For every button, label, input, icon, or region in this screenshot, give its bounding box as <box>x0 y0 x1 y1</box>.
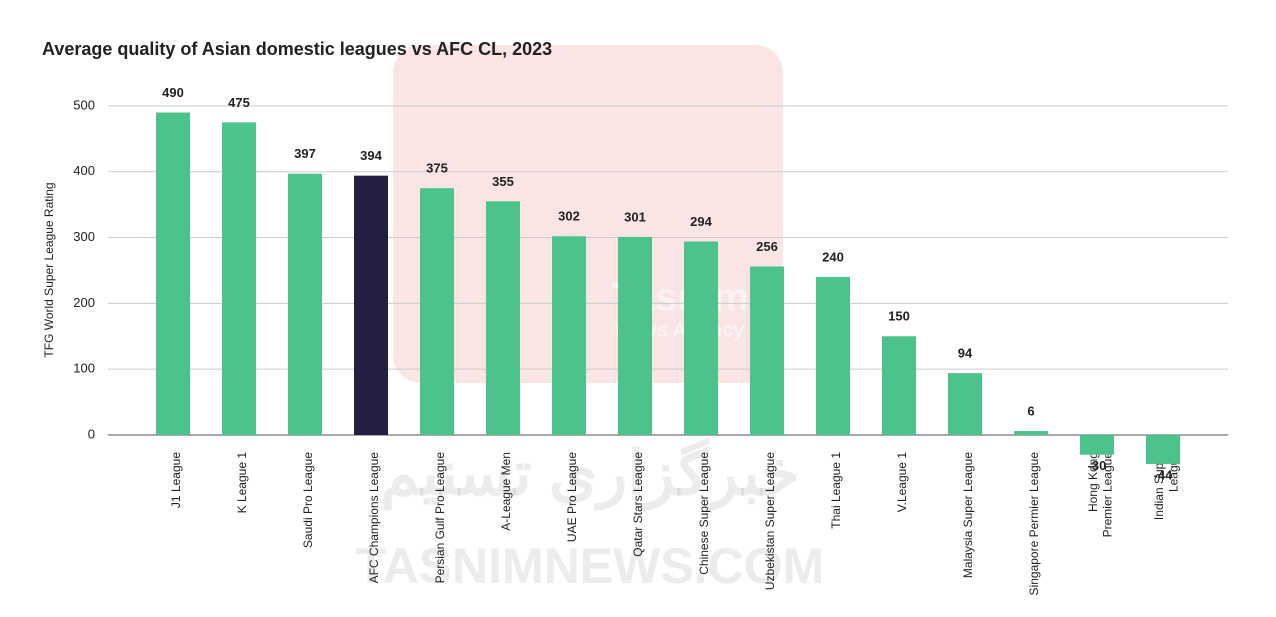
bar <box>948 373 982 435</box>
x-tick-label: J1 League <box>169 452 183 508</box>
bar <box>354 175 388 435</box>
value-label: -30 <box>1088 458 1107 473</box>
y-tick-label: 200 <box>73 295 95 310</box>
bar <box>486 201 520 435</box>
x-tick-label: UAE Pro League <box>565 452 579 542</box>
x-tick-label: Uzbekistan Super League <box>763 452 777 590</box>
x-tick-label: Saudi Pro League <box>301 452 315 548</box>
value-label: 150 <box>888 309 910 324</box>
value-label: 301 <box>624 209 646 224</box>
y-tick-label: 500 <box>73 97 95 112</box>
bar <box>750 266 784 435</box>
bar <box>222 122 256 435</box>
x-tick-label: AFC Champions League <box>367 452 381 584</box>
value-label: 475 <box>228 95 250 110</box>
bar <box>816 277 850 435</box>
bar <box>1080 434 1114 455</box>
y-tick-label: 100 <box>73 361 95 376</box>
bar <box>882 336 916 435</box>
bar <box>552 236 586 435</box>
chart-title: Average quality of Asian domestic league… <box>42 39 552 59</box>
value-label: 355 <box>492 174 514 189</box>
bar <box>1146 434 1180 464</box>
bar <box>288 173 322 435</box>
y-axis-title: TFG World Super League Rating <box>42 182 56 357</box>
value-label: 256 <box>756 239 778 254</box>
x-tick-label: Singapore Permier League <box>1027 452 1041 596</box>
watermark-text: TASNIMNEWS.COM <box>356 538 824 594</box>
x-tick-label: Hong KongPremier League <box>1086 452 1114 538</box>
x-tick-label: A-League Men <box>499 452 513 531</box>
x-tick-label: Thai League 1 <box>829 452 843 529</box>
value-label: 294 <box>690 214 712 229</box>
value-label: 375 <box>426 161 448 176</box>
bar <box>618 236 652 435</box>
value-label: 397 <box>294 146 316 161</box>
x-tick-label: Qatar Stars League <box>631 452 645 557</box>
x-tick-label: Malaysia Super League <box>961 452 975 578</box>
value-label: -44 <box>1154 467 1174 482</box>
value-label: 490 <box>162 85 184 100</box>
x-tick-label: V.League 1 <box>895 452 909 513</box>
value-label: 240 <box>822 249 844 264</box>
value-label: 394 <box>360 148 382 163</box>
bar <box>420 188 454 435</box>
bar <box>156 112 190 435</box>
x-tick-label: K League 1 <box>235 452 249 514</box>
bar <box>1014 431 1048 435</box>
value-label: 94 <box>958 346 973 361</box>
x-tick-label: Chinese Super League <box>697 452 711 575</box>
bar <box>684 241 718 435</box>
value-label: 302 <box>558 209 580 224</box>
y-tick-label: 0 <box>88 426 95 441</box>
x-tick-label: Persian Gulf Pro League <box>433 452 447 584</box>
y-tick-label: 300 <box>73 229 95 244</box>
value-label: 6 <box>1027 403 1034 418</box>
y-tick-label: 400 <box>73 163 95 178</box>
watermark-text: خبرگزاری تسنیم <box>380 437 799 511</box>
